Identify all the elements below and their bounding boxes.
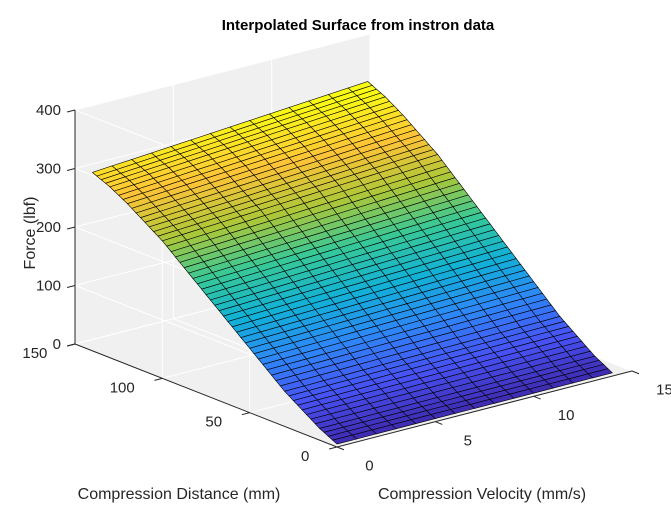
z-tick-label: 200 — [36, 219, 61, 236]
z-tick-mark — [67, 109, 76, 113]
x-tick-mark — [435, 421, 443, 425]
y-axis-label: Compression Distance (mm) — [78, 486, 281, 503]
z-tick-label: 0 — [53, 336, 61, 353]
y-tick-mark — [329, 446, 338, 450]
y-tick-label: 50 — [205, 414, 222, 431]
y-tick-mark — [154, 377, 163, 381]
z-tick-mark — [67, 168, 76, 172]
x-tick-label: 5 — [464, 432, 472, 449]
z-tick-mark — [67, 343, 76, 347]
surface-plot — [91, 81, 613, 445]
y-tick-label: 150 — [22, 345, 47, 362]
x-tick-label: 0 — [365, 458, 373, 475]
y-axis-line — [74, 343, 338, 448]
x-tick-mark — [631, 370, 640, 375]
z-tick-label: 300 — [36, 161, 61, 178]
y-tick-label: 0 — [301, 448, 309, 465]
x-axis-label: Compression Velocity (mm/s) — [378, 486, 586, 503]
z-tick-mark — [67, 285, 76, 289]
y-tick-mark — [241, 412, 250, 416]
x-tick-mark — [336, 446, 345, 451]
y-tick-label: 100 — [110, 379, 135, 396]
x-tick-label: 10 — [558, 407, 575, 424]
chart-title: Interpolated Surface from instron data — [222, 17, 495, 34]
z-axis-label: Force (lbf) — [22, 197, 39, 270]
x-axis-line — [336, 370, 633, 448]
z-tick-label: 100 — [36, 278, 61, 295]
z-tick-mark — [67, 226, 76, 230]
z-tick-label: 400 — [36, 102, 61, 119]
x-tick-mark — [533, 395, 541, 400]
x-tick-label: 15 — [656, 382, 671, 399]
surface-patch — [587, 368, 613, 379]
